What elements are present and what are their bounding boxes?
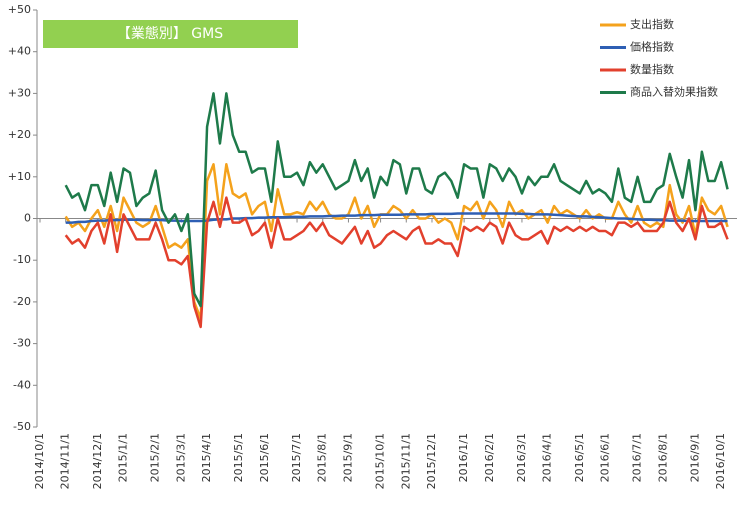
x-tick-label: 2015/12/1 <box>425 433 438 489</box>
x-tick-label: 2015/8/1 <box>316 433 329 482</box>
x-tick-label: 2015/7/1 <box>290 433 303 482</box>
x-tick-label: 2015/3/1 <box>174 433 187 482</box>
series-line <box>64 92 729 308</box>
x-tick-label: 2014/10/1 <box>33 433 46 489</box>
series-line <box>65 212 728 224</box>
x-tick-label: 2016/4/1 <box>541 433 554 482</box>
legend-label: 商品入替効果指数 <box>630 85 718 99</box>
series-line <box>64 163 729 320</box>
x-tick-label: 2016/10/1 <box>714 433 727 489</box>
x-tick-label: 2016/9/1 <box>688 433 701 482</box>
x-tick-label: 2016/8/1 <box>656 433 669 482</box>
y-tick-label: +40 <box>8 45 31 58</box>
x-tick-label: 2015/5/1 <box>232 433 245 482</box>
x-tick-label: 2016/6/1 <box>598 433 611 482</box>
x-tick-label: 2016/5/1 <box>573 433 586 482</box>
chart-title: 【業態別】 GMS <box>117 26 223 42</box>
x-tick-label: 2016/7/1 <box>631 433 644 482</box>
title-box <box>43 20 298 48</box>
y-tick-label: -50 <box>13 420 31 433</box>
y-tick-label: +30 <box>8 86 31 99</box>
x-tick-label: 2015/9/1 <box>341 433 354 482</box>
x-tick-label: 2015/4/1 <box>200 433 213 482</box>
series-line <box>64 196 729 329</box>
y-tick-label: -40 <box>13 378 31 391</box>
x-tick-label: 2016/2/1 <box>483 433 496 482</box>
y-tick-label: +10 <box>8 170 31 183</box>
y-tick-label: 0 <box>24 212 31 225</box>
y-tick-label: +50 <box>8 3 31 16</box>
y-tick-label: +20 <box>8 128 31 141</box>
x-tick-label: 2016/3/1 <box>515 433 528 482</box>
x-tick-label: 2015/2/1 <box>149 433 162 482</box>
x-tick-label: 2014/12/1 <box>91 433 104 489</box>
x-tick-label: 2015/11/1 <box>399 433 412 489</box>
y-tick-label: -10 <box>13 253 31 266</box>
y-tick-label: -30 <box>13 337 31 350</box>
x-tick-label: 2014/11/1 <box>59 433 72 489</box>
x-tick-label: 2015/10/1 <box>374 433 387 489</box>
x-tick-label: 2016/1/1 <box>457 433 470 482</box>
x-tick-label: 2015/6/1 <box>258 433 271 482</box>
legend-label: 数量指数 <box>630 62 674 76</box>
x-tick-label: 2015/1/1 <box>117 433 130 482</box>
y-tick-label: -20 <box>13 295 31 308</box>
legend-label: 支出指数 <box>630 17 674 31</box>
legend-label: 価格指数 <box>630 40 674 54</box>
